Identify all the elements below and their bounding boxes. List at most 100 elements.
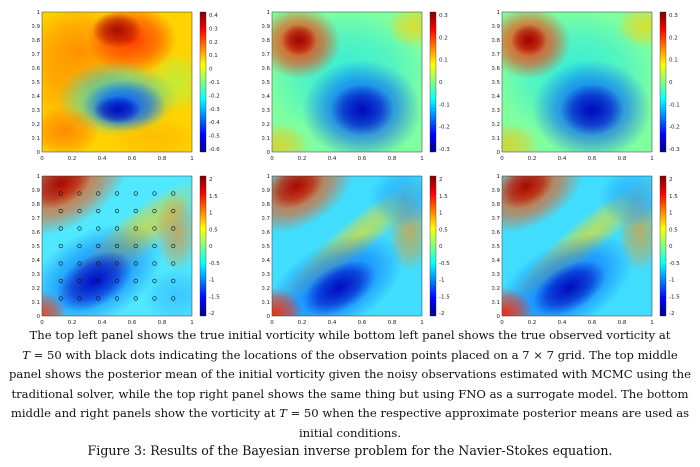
colorbar-tick-label: 0.3 bbox=[669, 13, 678, 19]
y-tick-label: 0.1 bbox=[262, 300, 270, 306]
x-tick-label: 0.2 bbox=[68, 320, 77, 326]
colorbar-tick-label: -0.5 bbox=[209, 134, 220, 140]
x-tick-label: 0.8 bbox=[618, 156, 627, 162]
figure-caption: The top left panel shows the true initia… bbox=[8, 326, 692, 443]
observation-point bbox=[58, 226, 63, 231]
field-blob bbox=[272, 123, 310, 152]
observation-point bbox=[114, 226, 120, 231]
x-tick-label: 0.8 bbox=[158, 156, 167, 162]
x-tick-label: 0.6 bbox=[128, 156, 137, 162]
y-tick-label: 0.2 bbox=[262, 286, 270, 292]
colorbar-tick-label: -0.4 bbox=[209, 120, 220, 126]
y-tick-label: 0.5 bbox=[262, 244, 270, 250]
y-tick-label: 0.3 bbox=[262, 108, 270, 114]
colorbar-tick-label: -0.2 bbox=[669, 125, 680, 131]
y-tick-label: 0 bbox=[37, 314, 41, 320]
colorbar-tick-label: 0.2 bbox=[209, 40, 218, 46]
observation-point bbox=[133, 243, 138, 249]
colorbar bbox=[659, 175, 667, 317]
observation-point bbox=[114, 296, 120, 301]
y-tick-label: 1 bbox=[267, 10, 271, 16]
colorbar bbox=[659, 11, 667, 153]
colorbar bbox=[199, 11, 207, 153]
x-tick-label: 0.6 bbox=[358, 156, 367, 162]
colorbar-tick-label: -1 bbox=[209, 278, 214, 284]
observation-point bbox=[77, 243, 82, 249]
x-tick-label: 0.8 bbox=[388, 320, 397, 326]
colorbar-tick-label: -2 bbox=[209, 311, 214, 317]
y-tick-label: 0.9 bbox=[492, 188, 500, 194]
caption-part-2: = 50 with black dots indicating the loca… bbox=[8, 347, 692, 421]
colorbar-tick-label: 0.1 bbox=[439, 58, 448, 64]
y-tick-label: 0.7 bbox=[262, 52, 270, 58]
x-tick-label: 0 bbox=[270, 320, 274, 326]
observation-point bbox=[171, 296, 176, 301]
field-blob bbox=[272, 176, 324, 209]
colorbar-tick-label: 0 bbox=[439, 244, 443, 250]
observation-point bbox=[96, 261, 101, 266]
x-tick-label: 0.6 bbox=[358, 320, 367, 326]
colorbar-tick-label: 1 bbox=[669, 211, 673, 217]
observation-point bbox=[114, 208, 120, 214]
observation-point bbox=[114, 278, 120, 284]
y-tick-label: 1 bbox=[497, 10, 501, 16]
field-image bbox=[42, 12, 192, 152]
y-tick-label: 0.7 bbox=[492, 52, 500, 58]
panel-top-right: 0 0.1 0.2 0.3 0.4 0.5 0.6 0.7 0.8 0.9 1 0 0.2 0.4 0.6 0… bbox=[492, 10, 680, 162]
y-tick-label: 0.6 bbox=[492, 230, 500, 236]
y-tick-label: 0.4 bbox=[262, 258, 270, 264]
y-tick-label: 0.8 bbox=[262, 38, 270, 44]
y-tick-label: 0.7 bbox=[32, 52, 40, 58]
plot-frame bbox=[41, 11, 193, 153]
colorbar-tick-label: -0.1 bbox=[669, 102, 680, 108]
figure-label: Figure 3: Results of the Bayesian invers… bbox=[87, 443, 613, 458]
colorbar-tick-label: 0 bbox=[669, 80, 673, 86]
observation-point bbox=[152, 208, 157, 214]
colorbar-tick-label: -2 bbox=[669, 311, 674, 317]
colorbar-tick-label: 1.5 bbox=[209, 194, 218, 200]
y-tick-label: 0.4 bbox=[262, 94, 270, 100]
x-tick-label: 0 bbox=[40, 156, 44, 162]
y-tick-label: 0.1 bbox=[492, 136, 500, 142]
y-tick-label: 0.9 bbox=[32, 188, 40, 194]
field-blob bbox=[272, 287, 303, 316]
x-tick-label: 0.8 bbox=[618, 320, 627, 326]
colorbar-tick-label: -0.6 bbox=[209, 147, 220, 153]
observation-point bbox=[133, 278, 138, 284]
x-tick-label: 1 bbox=[650, 156, 654, 162]
colorbar-tick-label: 1 bbox=[209, 211, 213, 217]
y-tick-label: 0.1 bbox=[492, 300, 500, 306]
observation-point bbox=[171, 208, 176, 214]
panel-top-left: 0 0.1 0.2 0.3 0.4 0.5 0.6 0.7 0.8 0.9 1 0 0.2 0.4 0.6 0… bbox=[32, 10, 220, 162]
y-tick-label: 1 bbox=[37, 10, 41, 16]
observation-point bbox=[171, 261, 176, 266]
y-tick-label: 0.9 bbox=[262, 188, 270, 194]
y-tick-label: 0.7 bbox=[492, 216, 500, 222]
y-tick-label: 0.2 bbox=[32, 122, 40, 128]
figure-grid: 0 0.1 0.2 0.3 0.4 0.5 0.6 0.7 0.8 0.9 1 0 0.2 0.4 0.6 0… bbox=[32, 10, 680, 326]
observation-point bbox=[77, 261, 82, 266]
field-blob bbox=[599, 176, 652, 227]
y-tick-label: 1 bbox=[267, 174, 271, 180]
field-blob bbox=[303, 260, 376, 316]
observation-point bbox=[96, 243, 101, 249]
x-tick-label: 1 bbox=[420, 156, 424, 162]
y-tick-label: 0.7 bbox=[262, 216, 270, 222]
y-tick-label: 0.8 bbox=[32, 202, 40, 208]
field-blob bbox=[560, 84, 624, 136]
x-tick-label: 0.6 bbox=[588, 320, 597, 326]
colorbar-tick-label: -1.5 bbox=[669, 294, 680, 300]
colorbar-tick-label: 0.3 bbox=[209, 26, 218, 32]
y-tick-label: 0.9 bbox=[492, 24, 500, 30]
colorbar bbox=[429, 175, 437, 317]
colorbar-tick-label: -0.5 bbox=[439, 261, 450, 267]
field-blob bbox=[42, 291, 67, 316]
observation-point bbox=[133, 208, 138, 214]
field-image bbox=[502, 12, 652, 152]
field-blob bbox=[502, 176, 554, 209]
observation-point bbox=[152, 191, 157, 196]
x-tick-label: 0.2 bbox=[298, 156, 307, 162]
y-tick-label: 0.8 bbox=[492, 202, 500, 208]
field-blob bbox=[511, 24, 547, 56]
observation-point bbox=[77, 296, 82, 301]
